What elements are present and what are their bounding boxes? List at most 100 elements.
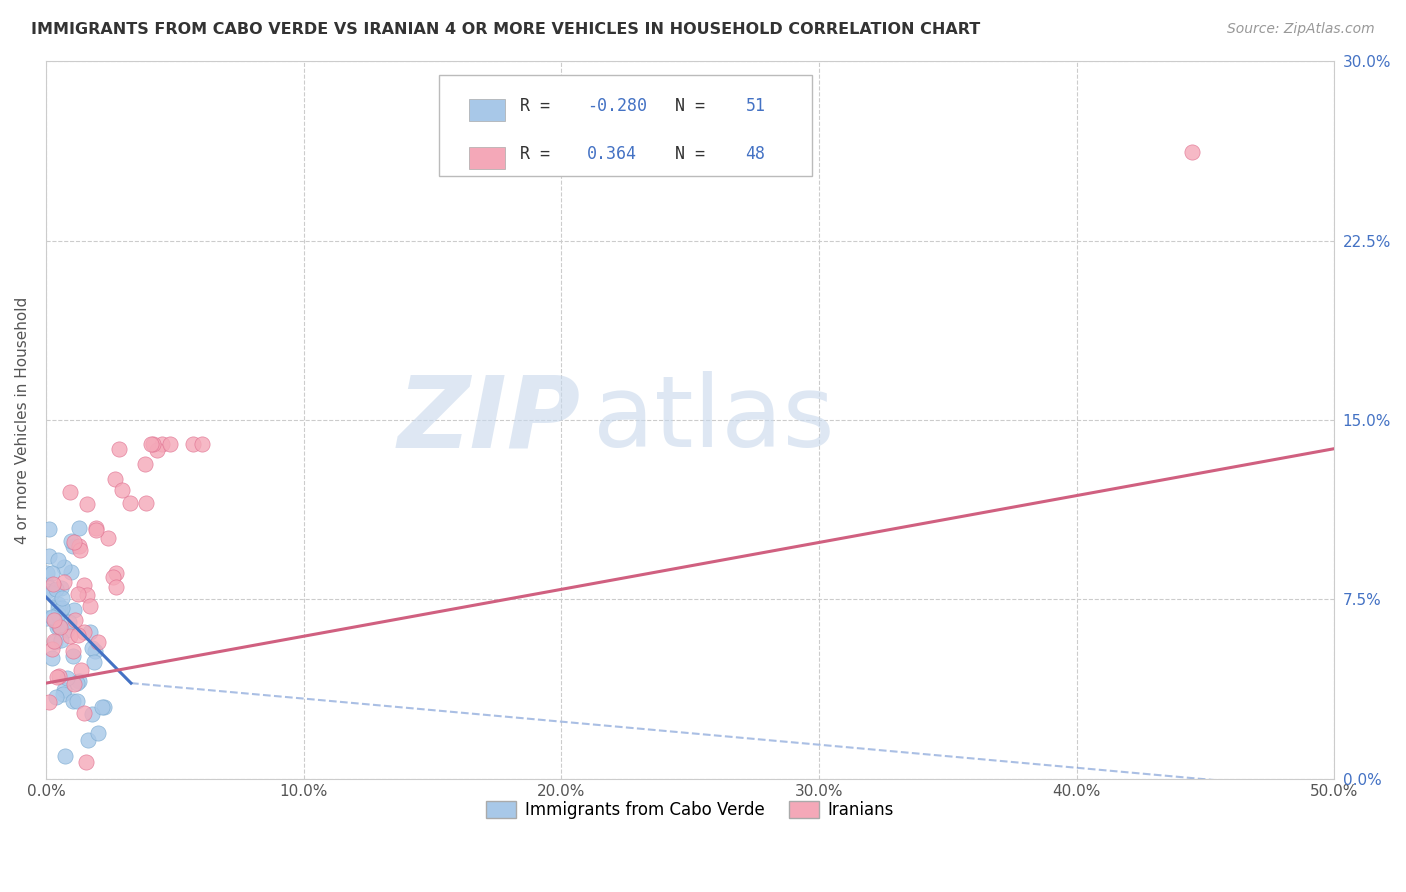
Text: atlas: atlas: [593, 371, 835, 468]
Point: [41, 642, 63, 657]
Point: [62, 539, 84, 553]
Point: [41, 586, 63, 600]
Point: [97, 531, 120, 545]
Point: [62, 648, 84, 663]
Point: [142, 437, 165, 451]
Point: [41, 610, 63, 624]
Point: [63, 676, 86, 690]
Point: [52, 574, 75, 589]
Point: [45, 582, 67, 597]
Text: ZIP: ZIP: [398, 371, 581, 468]
Point: [63, 603, 86, 617]
Point: [135, 496, 157, 510]
Point: [120, 496, 142, 510]
Point: [63, 613, 86, 627]
Point: [66, 628, 89, 642]
Point: [48, 668, 70, 682]
Point: [46, 553, 69, 567]
Point: [83, 655, 105, 669]
Point: [59, 628, 82, 642]
Point: [181, 437, 204, 451]
Point: [38, 694, 60, 708]
Point: [91, 700, 114, 714]
Point: [37, 583, 59, 598]
Point: [141, 437, 163, 451]
Point: [59, 534, 82, 549]
Point: [59, 566, 82, 580]
Point: [73, 578, 96, 592]
Point: [105, 580, 128, 594]
Point: [76, 497, 98, 511]
Point: [69, 664, 91, 678]
Text: -0.280: -0.280: [588, 96, 647, 115]
FancyBboxPatch shape: [439, 76, 813, 176]
Y-axis label: 4 or more Vehicles in Household: 4 or more Vehicles in Household: [15, 296, 30, 543]
Text: IMMIGRANTS FROM CABO VERDE VS IRANIAN 4 OR MORE VEHICLES IN HOUSEHOLD CORRELATIO: IMMIGRANTS FROM CABO VERDE VS IRANIAN 4 …: [31, 22, 980, 37]
Point: [38, 549, 60, 563]
Point: [101, 570, 124, 584]
Point: [104, 472, 127, 486]
Text: 0.364: 0.364: [588, 145, 637, 162]
Point: [52, 682, 75, 697]
Point: [46, 607, 69, 621]
Point: [87, 726, 110, 740]
Point: [84, 644, 107, 658]
Point: [56, 624, 79, 638]
Point: [76, 588, 98, 602]
Point: [45, 690, 67, 704]
Legend: Immigrants from Cabo Verde, Iranians: Immigrants from Cabo Verde, Iranians: [479, 794, 901, 825]
Point: [41, 651, 63, 665]
Point: [77, 732, 100, 747]
Point: [46, 617, 69, 632]
Point: [52, 560, 75, 574]
Point: [67, 521, 90, 535]
Point: [42, 613, 65, 627]
Point: [58, 615, 80, 629]
Point: [48, 619, 70, 633]
Point: [79, 599, 101, 613]
Point: [105, 566, 128, 581]
Point: [62, 694, 84, 708]
Point: [72, 625, 94, 640]
Point: [93, 699, 115, 714]
Text: N =: N =: [655, 96, 716, 115]
Point: [73, 706, 96, 720]
Point: [63, 534, 86, 549]
Point: [38, 522, 60, 536]
Point: [46, 620, 69, 634]
Point: [46, 597, 69, 611]
Point: [59, 485, 82, 500]
Point: [51, 600, 73, 615]
Point: [55, 672, 77, 686]
Point: [53, 748, 76, 763]
Point: [37, 611, 59, 625]
Point: [52, 687, 75, 701]
Point: [1181, 145, 1204, 159]
Text: R =: R =: [520, 96, 560, 115]
Point: [146, 442, 169, 457]
Point: [159, 437, 181, 451]
Point: [67, 539, 90, 553]
Point: [66, 675, 89, 690]
Text: R =: R =: [520, 145, 560, 162]
Point: [152, 437, 174, 451]
Point: [66, 587, 89, 601]
Point: [82, 640, 104, 655]
Point: [134, 457, 156, 471]
Point: [41, 566, 63, 580]
FancyBboxPatch shape: [468, 146, 505, 169]
Point: [49, 632, 72, 647]
Point: [86, 521, 108, 535]
Point: [45, 670, 67, 684]
Point: [37, 578, 59, 592]
Point: [79, 624, 101, 639]
Text: 51: 51: [745, 96, 765, 115]
FancyBboxPatch shape: [468, 99, 505, 120]
Point: [75, 756, 97, 770]
Point: [84, 523, 107, 537]
Text: Source: ZipAtlas.com: Source: ZipAtlas.com: [1227, 22, 1375, 37]
Text: 48: 48: [745, 145, 765, 162]
Point: [111, 483, 134, 497]
Point: [191, 437, 214, 451]
Point: [62, 643, 84, 657]
